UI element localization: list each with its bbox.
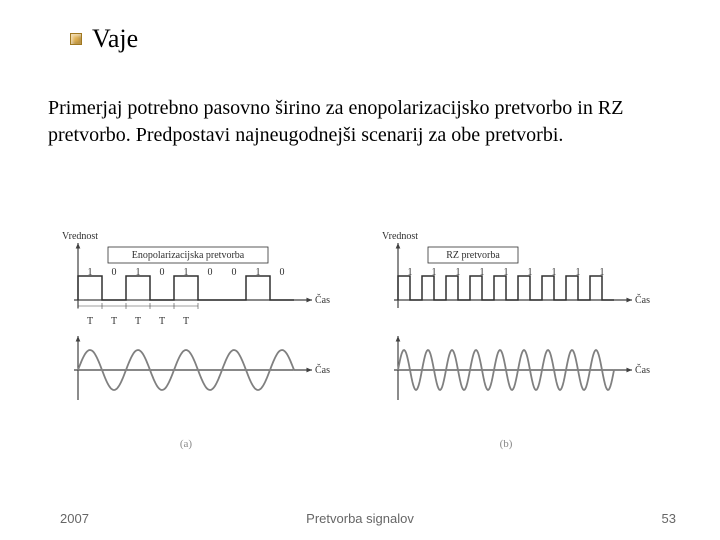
svg-text:T: T [159, 316, 165, 327]
svg-text:T: T [111, 316, 117, 327]
signal-diagram: VrednostEnopolarizacijska pretvorbaČas10… [60, 225, 660, 465]
svg-text:T: T [87, 316, 93, 327]
slide-footer: 2007 Pretvorba signalov 53 [0, 511, 720, 526]
svg-text:Čas: Čas [635, 364, 650, 376]
slide-title: Vaje [92, 24, 138, 54]
figure-container: VrednostEnopolarizacijska pretvorbaČas10… [60, 225, 660, 465]
svg-text:Čas: Čas [315, 294, 330, 306]
svg-text:(b): (b) [500, 438, 513, 450]
footer-title: Pretvorba signalov [306, 511, 414, 526]
svg-text:T: T [135, 316, 141, 327]
svg-text:Enopolarizacijska pretvorba: Enopolarizacijska pretvorba [132, 250, 245, 261]
svg-text:Vrednost: Vrednost [62, 231, 98, 242]
footer-year: 2007 [60, 511, 89, 526]
svg-text:0: 0 [208, 267, 213, 278]
svg-text:RZ pretvorba: RZ pretvorba [446, 250, 500, 261]
slide-body-text: Primerjaj potrebno pasovno širino za eno… [48, 95, 658, 149]
svg-text:Čas: Čas [635, 294, 650, 306]
slide-title-row: Vaje [70, 24, 138, 54]
footer-page-number: 53 [662, 511, 676, 526]
title-bullet-icon [70, 33, 82, 45]
svg-text:0: 0 [232, 267, 237, 278]
svg-text:0: 0 [160, 267, 165, 278]
svg-text:(a): (a) [180, 438, 193, 450]
svg-text:Vrednost: Vrednost [382, 231, 418, 242]
svg-text:Čas: Čas [315, 364, 330, 376]
svg-text:T: T [183, 316, 189, 327]
svg-text:0: 0 [280, 267, 285, 278]
svg-text:0: 0 [112, 267, 117, 278]
